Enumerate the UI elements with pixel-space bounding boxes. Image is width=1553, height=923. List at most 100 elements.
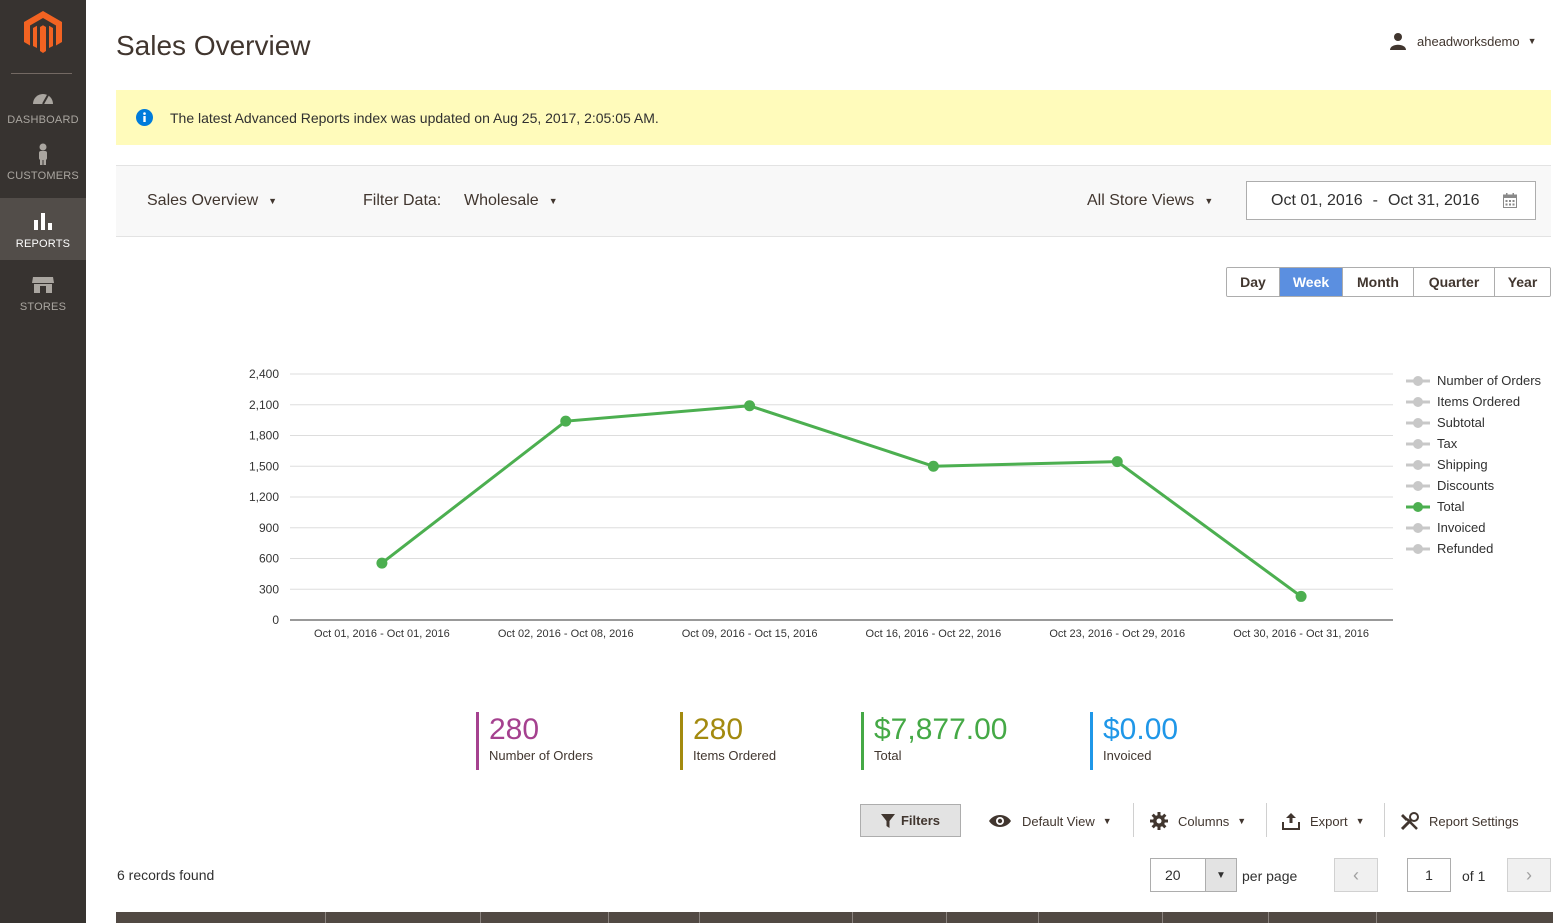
filter-data-select[interactable]: Wholesale ▼: [464, 166, 558, 236]
column-divider: [1268, 912, 1269, 923]
per-page-value: 20: [1165, 867, 1181, 883]
x-tick-label: Oct 16, 2016 - Oct 22, 2016: [866, 628, 1002, 640]
legend-item[interactable]: Total: [1406, 496, 1553, 517]
nav-item-dashboard[interactable]: DASHBOARD: [0, 86, 86, 148]
x-tick-label: Oct 23, 2016 - Oct 29, 2016: [1049, 628, 1185, 640]
page-total: of 1: [1462, 868, 1486, 884]
column-divider: [608, 912, 609, 923]
legend-item[interactable]: Number of Orders: [1406, 370, 1553, 391]
report-select[interactable]: Sales Overview ▼: [147, 166, 277, 236]
records-count: 6 records found: [117, 867, 215, 883]
per-page-select[interactable]: 20 ▼: [1150, 858, 1237, 892]
period-year-button[interactable]: Year: [1494, 268, 1550, 296]
store-view-select[interactable]: All Store Views ▼: [1087, 166, 1213, 236]
legend-item[interactable]: Discounts: [1406, 475, 1553, 496]
dashboard-icon: [33, 94, 53, 105]
calendar-icon: [1503, 193, 1517, 208]
x-tick-label: Oct 02, 2016 - Oct 08, 2016: [498, 628, 634, 640]
nav-item-stores[interactable]: STORES: [0, 273, 86, 335]
notice-text: The latest Advanced Reports index was up…: [170, 109, 659, 126]
reports-icon: [34, 213, 52, 230]
y-tick-label: 1,500: [249, 459, 279, 473]
date-range-picker[interactable]: Oct 01, 2016 - Oct 31, 2016: [1246, 181, 1536, 220]
legend-item[interactable]: Refunded: [1406, 538, 1553, 559]
filter-icon: [880, 813, 895, 828]
report-settings-label: Report Settings: [1429, 813, 1519, 829]
column-divider: [699, 912, 700, 923]
report-table-header: [116, 912, 1553, 923]
date-from: Oct 01, 2016: [1271, 191, 1363, 209]
logo-divider: [11, 73, 72, 74]
legend-marker-icon: [1406, 396, 1430, 407]
x-tick-label: Oct 30, 2016 - Oct 31, 2016: [1233, 628, 1369, 640]
period-quarter-button[interactable]: Quarter: [1413, 268, 1494, 296]
date-separator: -: [1372, 191, 1378, 209]
total-label: Total: [874, 748, 902, 763]
total-items-ordered: 280 Items Ordered: [680, 712, 776, 770]
period-week-button[interactable]: Week: [1279, 268, 1342, 296]
export-label: Export: [1310, 813, 1348, 829]
y-tick-label: 600: [259, 552, 279, 566]
chevron-down-icon: ▼: [1527, 36, 1537, 46]
legend-label: Discounts: [1437, 478, 1495, 493]
filters-label: Filters: [900, 813, 940, 828]
total-total: $7,877.00 Total: [861, 712, 1007, 770]
tools-icon: [1400, 811, 1419, 830]
report-settings-button[interactable]: Report Settings: [1400, 806, 1519, 836]
data-point: [927, 460, 939, 472]
legend-item[interactable]: Invoiced: [1406, 517, 1553, 538]
store-view-value: All Store Views: [1087, 192, 1195, 209]
previous-page-button[interactable]: ‹: [1334, 858, 1378, 892]
report-toolbar: Sales Overview ▼ Filter Data: Wholesale …: [116, 165, 1551, 237]
user-account-menu[interactable]: aheadworksdemo ▼: [1389, 31, 1537, 51]
next-page-button[interactable]: ›: [1507, 858, 1551, 892]
period-day-button[interactable]: Day: [1227, 268, 1279, 296]
legend-item[interactable]: Shipping: [1406, 454, 1553, 475]
legend-marker-icon: [1406, 417, 1430, 428]
legend-item[interactable]: Items Ordered: [1406, 391, 1553, 412]
export-select[interactable]: Export ▼: [1282, 806, 1365, 836]
total-invoiced: $0.00 Invoiced: [1090, 712, 1178, 770]
report-select-value: Sales Overview: [147, 192, 259, 209]
legend-item[interactable]: Subtotal: [1406, 412, 1553, 433]
column-divider: [325, 912, 326, 923]
nav-item-reports[interactable]: REPORTS: [0, 198, 86, 260]
series-line-total: [380, 404, 1302, 598]
info-icon: [136, 109, 153, 126]
legend-marker-icon: [1406, 438, 1430, 449]
legend-item[interactable]: Tax: [1406, 433, 1553, 454]
nav-item-customers[interactable]: CUSTOMERS: [0, 142, 86, 204]
nav-label: DASHBOARD: [7, 114, 79, 126]
y-tick-label: 300: [259, 582, 279, 596]
view-select[interactable]: Default View ▼: [988, 806, 1112, 836]
data-point: [560, 415, 572, 427]
customers-icon: [39, 143, 47, 165]
page-number-input[interactable]: 1: [1407, 858, 1451, 892]
chevron-down-icon[interactable]: ▼: [1205, 859, 1236, 891]
period-month-button[interactable]: Month: [1342, 268, 1413, 296]
nav-label: REPORTS: [15, 238, 71, 250]
per-page-label: per page: [1242, 868, 1298, 884]
column-divider: [1038, 912, 1039, 923]
column-divider: [1376, 912, 1377, 923]
magento-logo-icon[interactable]: [24, 11, 62, 53]
sales-chart: 0 300 600 900 1,200 1,500 1,800 2,100 2,400 Oct 0…: [230, 360, 1553, 650]
legend-label: Tax: [1437, 436, 1458, 451]
index-update-notice: The latest Advanced Reports index was up…: [116, 90, 1551, 145]
y-tick-label: 1,200: [249, 490, 279, 504]
column-divider: [480, 912, 481, 923]
data-point: [1111, 456, 1123, 468]
chevron-down-icon: ▼: [1204, 196, 1214, 206]
chevron-right-icon: ›: [1526, 864, 1532, 885]
gear-icon: [1150, 812, 1168, 830]
x-tick-label: Oct 09, 2016 - Oct 15, 2016: [682, 628, 818, 640]
filter-label-text: Filter Data:: [363, 192, 442, 209]
eye-icon: [989, 815, 1011, 827]
toolbar-divider: [1384, 803, 1385, 837]
columns-select[interactable]: Columns ▼: [1150, 806, 1246, 836]
total-value: $7,877.00: [874, 713, 1008, 746]
data-point: [744, 400, 756, 412]
filters-button[interactable]: Filters: [860, 804, 961, 837]
page-title: Sales Overview: [116, 30, 311, 61]
x-tick-label: Oct 01, 2016 - Oct 01, 2016: [314, 628, 450, 640]
